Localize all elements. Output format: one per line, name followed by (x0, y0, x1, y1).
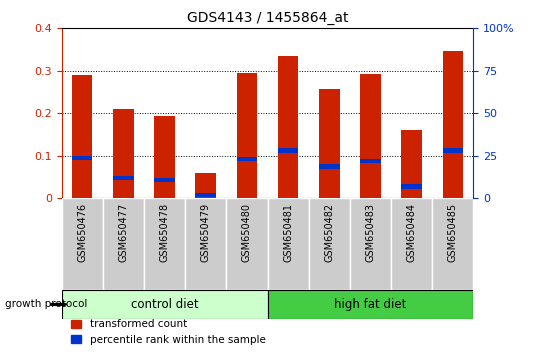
Bar (226, 198, 268, 290)
Bar (268, 290, 473, 319)
Bar (236, 157, 257, 161)
Text: GSM650482: GSM650482 (324, 203, 334, 262)
Bar (319, 88, 340, 198)
Bar (72, 75, 93, 198)
Text: GSM650485: GSM650485 (448, 203, 458, 262)
Bar (113, 109, 134, 198)
Bar (278, 56, 299, 198)
Bar (360, 74, 381, 198)
Bar (195, 173, 216, 198)
Bar (154, 178, 175, 182)
Text: GSM650479: GSM650479 (201, 203, 211, 262)
Bar (113, 176, 134, 180)
Text: GSM650483: GSM650483 (365, 203, 376, 262)
Bar (268, 198, 309, 290)
Bar (72, 155, 93, 160)
Text: high fat diet: high fat diet (334, 298, 407, 311)
Text: GSM650478: GSM650478 (159, 203, 170, 262)
Text: GSM650480: GSM650480 (242, 203, 252, 262)
Bar (195, 193, 216, 197)
Bar (103, 198, 144, 290)
Bar (350, 198, 391, 290)
Text: growth protocol: growth protocol (5, 299, 88, 309)
Legend: transformed count, percentile rank within the sample: transformed count, percentile rank withi… (67, 315, 270, 349)
Text: GSM650484: GSM650484 (407, 203, 417, 262)
Bar (401, 130, 422, 198)
Title: GDS4143 / 1455864_at: GDS4143 / 1455864_at (187, 11, 348, 24)
Bar (62, 198, 103, 290)
Bar (185, 198, 226, 290)
Bar (432, 198, 473, 290)
Bar (144, 198, 185, 290)
Bar (391, 198, 432, 290)
Text: GSM650476: GSM650476 (77, 203, 87, 262)
Bar (62, 290, 268, 319)
Bar (154, 116, 175, 198)
Bar (442, 148, 463, 153)
Bar (401, 184, 422, 189)
Bar (442, 51, 463, 198)
Bar (236, 73, 257, 198)
Bar (278, 148, 299, 153)
Bar (309, 198, 350, 290)
Bar (360, 159, 381, 163)
Text: GSM650477: GSM650477 (118, 203, 128, 262)
Bar (319, 164, 340, 169)
Text: control diet: control diet (131, 298, 198, 311)
Text: GSM650481: GSM650481 (283, 203, 293, 262)
